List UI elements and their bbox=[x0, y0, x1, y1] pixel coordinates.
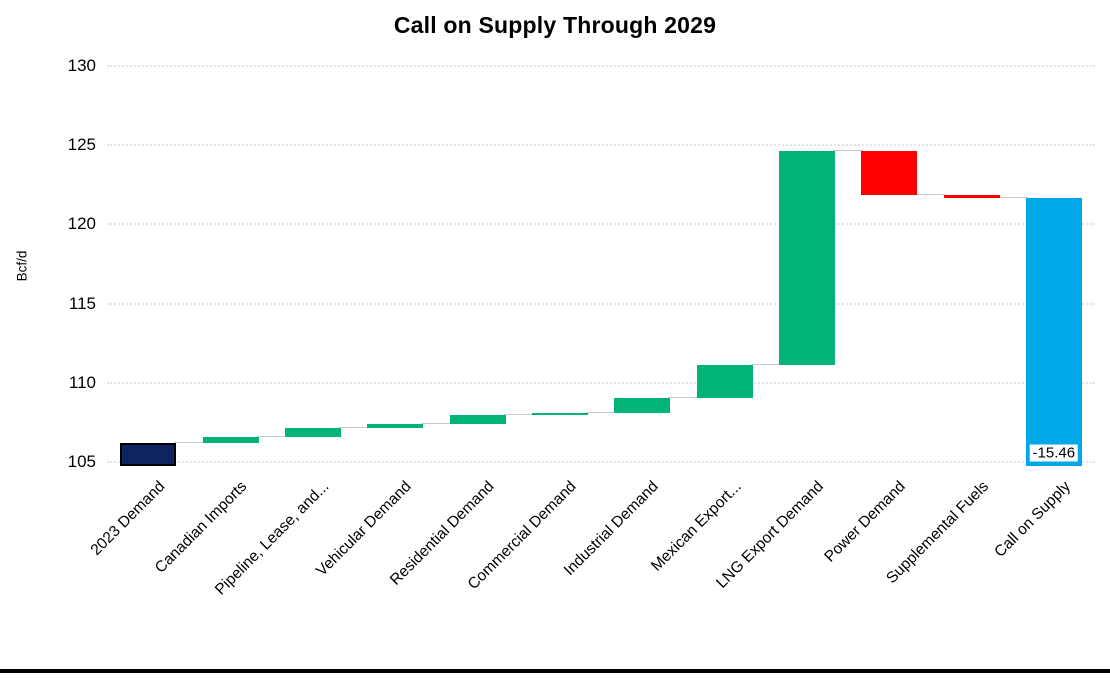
gridline-130 bbox=[107, 65, 1095, 67]
connector-line bbox=[421, 423, 452, 425]
connector-line bbox=[915, 193, 946, 195]
y-tick-label-130: 130 bbox=[67, 56, 96, 75]
connector-line bbox=[832, 149, 864, 151]
y-tick-label-120: 120 bbox=[67, 214, 96, 234]
connector-line bbox=[503, 413, 534, 415]
connector-line bbox=[174, 442, 205, 444]
bar-call-on-supply bbox=[1025, 198, 1082, 466]
gridline-120 bbox=[107, 223, 1095, 226]
connector-line bbox=[585, 411, 617, 413]
bar-commercial-demand bbox=[531, 412, 588, 415]
x-axis-label-text: 2023 Demand bbox=[87, 478, 169, 559]
chart-title: Call on Supply Through 2029 bbox=[393, 12, 717, 38]
gridline-115 bbox=[107, 302, 1095, 305]
connector-line bbox=[997, 197, 1028, 199]
bar-power-demand bbox=[861, 150, 918, 195]
annotation-net-change: -15.46 bbox=[1029, 444, 1079, 462]
gridline-105 bbox=[107, 461, 1095, 464]
y-tick-label-115: 115 bbox=[68, 293, 96, 313]
connector-line bbox=[256, 436, 287, 438]
bar-residential-demand bbox=[449, 414, 506, 424]
bar-supplemental-fuels bbox=[943, 194, 1000, 199]
bar-2023-demand bbox=[120, 443, 177, 466]
gridline-125 bbox=[107, 144, 1095, 147]
x-axis-label-text: Power Demand bbox=[821, 478, 910, 566]
bar-pipeline-lease-and bbox=[284, 427, 341, 438]
bar-industrial-demand bbox=[614, 398, 671, 413]
connector-line bbox=[668, 397, 699, 399]
bottom-divider bbox=[0, 669, 1110, 673]
bar-vehicular-demand bbox=[367, 424, 424, 428]
connector-line bbox=[338, 426, 370, 428]
bar-canadian-imports bbox=[202, 437, 259, 444]
y-tick-label-125: 125 bbox=[67, 135, 96, 155]
y-tick-label-105: 105 bbox=[67, 452, 96, 472]
y-tick-label-110: 110 bbox=[68, 372, 96, 392]
connector-line bbox=[750, 364, 781, 366]
gridline-110 bbox=[107, 381, 1095, 384]
bar-lng-export-demand bbox=[778, 150, 835, 366]
x-axis-label-text: Call on Supply bbox=[991, 478, 1074, 561]
bar-mexican-export bbox=[696, 365, 753, 399]
